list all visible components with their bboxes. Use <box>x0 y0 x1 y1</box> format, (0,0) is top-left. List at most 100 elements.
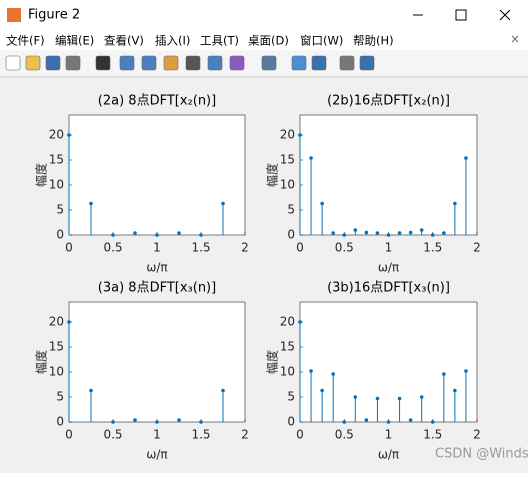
menu-item[interactable]: 文件(F) <box>6 34 45 48</box>
toolbar-button[interactable] <box>185 55 201 71</box>
toolbar-button[interactable] <box>65 55 81 71</box>
stem-marker <box>353 395 358 399</box>
x-tick-label: 0.5 <box>103 241 122 255</box>
stem-marker <box>320 388 324 393</box>
x-tick-label: 1.5 <box>423 428 442 442</box>
x-tick-label: 1.5 <box>191 241 210 255</box>
toolbar-button[interactable] <box>207 55 223 71</box>
chart-title: (2a) 8点DFT[x₂(n)] <box>98 94 216 109</box>
y-tick-label: 0 <box>287 228 295 242</box>
maximize-button[interactable] <box>455 9 467 21</box>
stem-marker <box>375 231 380 235</box>
stem-marker <box>342 420 347 424</box>
axes-bg <box>299 301 478 423</box>
toolbar-button[interactable] <box>291 55 307 71</box>
x-tick-label: 0 <box>296 241 304 255</box>
stem-marker <box>397 396 402 401</box>
menu-item[interactable]: 帮助(H) <box>353 34 394 48</box>
menu-bar <box>0 30 528 50</box>
x-axis-label: ω/π <box>146 261 167 275</box>
stem-marker <box>353 228 358 232</box>
stem-marker <box>419 395 424 399</box>
stem-marker <box>67 133 71 137</box>
menu-item[interactable]: 编辑(E) <box>55 34 94 48</box>
toolbar-button[interactable] <box>229 55 245 71</box>
stem-marker <box>199 420 203 424</box>
menu-item[interactable]: 桌面(D) <box>248 34 289 48</box>
toolbar-button[interactable] <box>339 55 355 71</box>
stem-marker <box>177 418 181 422</box>
menu-item[interactable]: 工具(T) <box>200 34 239 48</box>
x-axis-label: ω/π <box>146 448 167 462</box>
stem-marker <box>442 372 446 376</box>
stem-marker <box>298 133 302 137</box>
y-tick-label: 10 <box>49 178 64 192</box>
chart-title: (2b)16点DFT[x₂(n)] <box>327 94 450 109</box>
stem-marker <box>453 201 457 206</box>
stem-marker <box>408 418 413 422</box>
x-tick-label: 0 <box>65 428 73 442</box>
stem-marker <box>111 420 115 424</box>
stem-marker <box>320 201 324 206</box>
window-title: Figure 2 <box>28 8 80 23</box>
y-tick-label: 5 <box>56 390 64 404</box>
x-tick-label: 0 <box>65 241 73 255</box>
y-tick-label: 20 <box>49 128 64 142</box>
stem-marker <box>309 156 313 160</box>
stem-marker <box>331 372 335 376</box>
stem-marker <box>386 420 391 424</box>
stem-marker <box>298 320 302 324</box>
stem-marker <box>221 388 225 393</box>
y-axis-label: 幅度 <box>34 350 49 374</box>
menu-item[interactable]: 窗口(W) <box>300 34 343 48</box>
y-tick-label: 0 <box>287 415 295 429</box>
stem-marker <box>464 369 468 373</box>
toolbar-button[interactable] <box>95 55 111 71</box>
toolbar-button[interactable] <box>45 55 61 71</box>
stem-marker <box>364 230 369 235</box>
x-tick-label: 2 <box>241 241 249 255</box>
toolbar-button[interactable] <box>261 55 277 71</box>
x-tick-label: 1.5 <box>423 241 442 255</box>
x-tick-label: 0.5 <box>335 428 354 442</box>
x-tick-label: 2 <box>241 428 249 442</box>
y-axis-label: 幅度 <box>265 350 280 374</box>
app-icon <box>7 8 21 22</box>
stem-marker <box>464 156 468 160</box>
stem-marker <box>386 233 391 237</box>
toolbar-button[interactable] <box>359 55 375 71</box>
toolbar-button[interactable] <box>311 55 327 71</box>
y-tick-label: 15 <box>280 153 295 167</box>
x-axis-label: ω/π <box>378 261 399 275</box>
stem-marker <box>155 233 159 237</box>
y-axis-label: 幅度 <box>265 163 280 187</box>
y-tick-label: 20 <box>280 128 295 142</box>
menu-item[interactable]: 插入(I) <box>155 34 190 48</box>
menu-close[interactable] <box>511 35 519 43</box>
stem-marker <box>430 420 435 424</box>
x-tick-label: 2 <box>473 241 481 255</box>
close-button[interactable] <box>499 9 511 21</box>
y-tick-label: 15 <box>49 153 64 167</box>
toolbar-button[interactable] <box>119 55 135 71</box>
x-tick-label: 1 <box>153 428 161 442</box>
y-tick-label: 5 <box>56 203 64 217</box>
x-axis-label: ω/π <box>378 448 399 462</box>
watermark: CSDN @Windsky_Yan <box>435 447 528 462</box>
x-tick-label: 0 <box>296 428 304 442</box>
toolbar-button[interactable] <box>25 55 41 71</box>
toolbar-button[interactable] <box>141 55 157 71</box>
toolbar-button[interactable] <box>5 55 21 71</box>
toolbar-button[interactable] <box>163 55 179 71</box>
stem-marker <box>430 233 435 237</box>
x-tick-label: 1 <box>385 241 393 255</box>
stem-marker <box>453 388 457 393</box>
x-tick-label: 1 <box>153 241 161 255</box>
stem-marker <box>177 231 181 235</box>
menu-item[interactable]: 查看(V) <box>104 34 144 48</box>
chart-title: (3b)16点DFT[x₃(n)] <box>327 281 450 296</box>
axes-bg <box>299 114 478 236</box>
stem-marker <box>133 418 137 422</box>
stem-marker <box>89 201 93 206</box>
title-bar <box>0 0 528 30</box>
